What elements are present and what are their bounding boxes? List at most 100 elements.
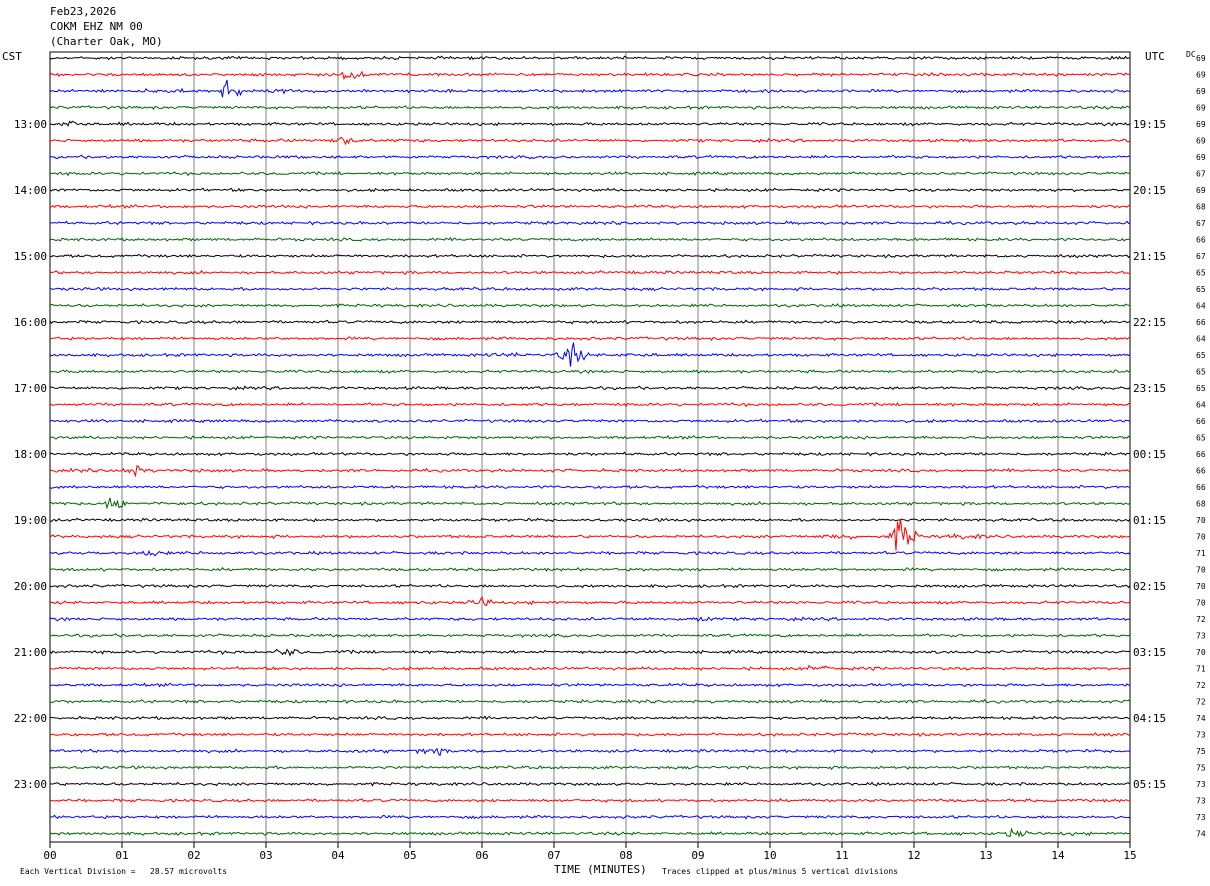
dc-offset-label: 73 <box>1196 813 1206 822</box>
seismic-trace <box>49 55 1131 61</box>
dc-offset-label: 73 <box>1196 797 1206 806</box>
x-tick-label: 13 <box>979 849 992 862</box>
dc-offset-label: 65 <box>1196 351 1206 360</box>
dc-offset-label: 73 <box>1196 632 1206 641</box>
dc-offset-label: 65 <box>1196 384 1206 393</box>
dc-offset-label: 69 <box>1196 104 1206 113</box>
seismic-trace <box>50 402 1131 408</box>
right-hour-label: 05:15 <box>1133 778 1166 791</box>
right-hour-label: 22:15 <box>1133 316 1166 329</box>
dc-offset-label: 74 <box>1196 714 1206 723</box>
seismic-trace <box>49 765 1131 771</box>
x-tick-label: 10 <box>763 849 776 862</box>
dc-offset-label: 67 <box>1196 219 1206 228</box>
dc-offset-label: 75 <box>1196 764 1206 773</box>
seismic-trace <box>50 120 1131 128</box>
left-hour-label: 17:00 <box>14 382 47 395</box>
dc-offset-label: 65 <box>1196 269 1206 278</box>
right-hour-label: 19:15 <box>1133 118 1166 131</box>
x-tick-label: 15 <box>1123 849 1136 862</box>
dc-offset-label: 66 <box>1196 318 1206 327</box>
dc-offset-label: 66 <box>1196 450 1206 459</box>
seismic-trace <box>49 253 1131 259</box>
clip-note: Traces clipped at plus/minus 5 vertical … <box>662 867 899 876</box>
seismic-trace <box>49 484 1131 490</box>
seismic-trace <box>49 236 1131 242</box>
dc-offset-label: 73 <box>1196 780 1206 789</box>
left-hour-label: 14:00 <box>14 184 47 197</box>
seismic-trace <box>49 336 1131 342</box>
seismic-trace <box>49 682 1131 688</box>
dc-offset-label: 70 <box>1196 599 1206 608</box>
seismic-trace <box>49 595 1131 607</box>
x-tick-label: 12 <box>907 849 920 862</box>
dc-offset-label: 69 <box>1196 153 1206 162</box>
dc-offset-label: 69 <box>1196 186 1206 195</box>
dc-column-label: DC <box>1186 50 1196 59</box>
seismic-trace <box>49 434 1131 440</box>
seismic-trace <box>49 105 1131 111</box>
x-tick-label: 03 <box>259 849 272 862</box>
vertical-scale-note: Each Vertical Division = 28.57 microvolt… <box>20 867 228 876</box>
left-hour-label: 13:00 <box>14 118 47 131</box>
dc-offset-label: 71 <box>1196 549 1206 558</box>
seismic-trace <box>49 616 1131 623</box>
left-hour-label: 16:00 <box>14 316 47 329</box>
seismic-trace <box>49 286 1131 292</box>
dc-offset-label: 74 <box>1196 830 1206 839</box>
seismic-trace <box>49 664 1131 672</box>
seismic-trace <box>49 154 1131 160</box>
seismic-trace <box>49 269 1131 275</box>
dc-offset-label: 68 <box>1196 203 1206 212</box>
seismic-trace <box>50 814 1131 820</box>
seismic-trace <box>49 827 1131 838</box>
right-hour-label: 04:15 <box>1133 712 1166 725</box>
left-hour-label: 15:00 <box>14 250 47 263</box>
x-tick-label: 06 <box>475 849 488 862</box>
left-hour-label: 20:00 <box>14 580 47 593</box>
seismic-trace <box>49 497 1131 510</box>
seismic-trace <box>49 451 1131 457</box>
x-tick-label: 09 <box>691 849 704 862</box>
dc-offset-label: 72 <box>1196 615 1206 624</box>
dc-offset-label: 70 <box>1196 582 1206 591</box>
seismic-trace <box>49 732 1131 738</box>
dc-offset-label: 72 <box>1196 681 1206 690</box>
seismic-trace <box>49 303 1131 309</box>
dc-offset-label: 66 <box>1196 417 1206 426</box>
x-axis-title: TIME (MINUTES) <box>554 863 647 876</box>
seismic-trace <box>49 648 1131 657</box>
station-code: COKM EHZ NM 00 <box>50 20 143 33</box>
dc-offset-label: 70 <box>1196 566 1206 575</box>
dc-offset-label: 67 <box>1196 252 1206 261</box>
dc-offset-label: 64 <box>1196 401 1206 410</box>
seismic-trace <box>49 79 1131 98</box>
seismic-trace <box>49 220 1131 226</box>
dc-offset-label: 69 <box>1196 120 1206 129</box>
seismic-trace <box>49 465 1131 478</box>
seismic-trace <box>49 549 1131 557</box>
seismic-trace <box>49 136 1131 146</box>
seismic-trace <box>49 517 1131 523</box>
x-tick-label: 11 <box>835 849 848 862</box>
x-tick-label: 04 <box>331 849 345 862</box>
left-hour-label: 21:00 <box>14 646 47 659</box>
right-hour-label: 20:15 <box>1133 184 1166 197</box>
x-tick-label: 07 <box>547 849 560 862</box>
dc-offset-label: 65 <box>1196 285 1206 294</box>
dc-offset-label: 64 <box>1196 302 1206 311</box>
dc-offset-label: 64 <box>1196 335 1206 344</box>
x-tick-label: 08 <box>619 849 632 862</box>
seismic-trace <box>49 319 1131 325</box>
seismic-trace <box>49 715 1131 721</box>
station-location: (Charter Oak, MO) <box>50 35 163 48</box>
dc-offset-label: 67 <box>1196 170 1206 179</box>
left-hour-label: 18:00 <box>14 448 47 461</box>
dc-offset-label: 72 <box>1196 698 1206 707</box>
right-hour-label: 00:15 <box>1133 448 1166 461</box>
dc-offset-label: 69 <box>1196 87 1206 96</box>
seismic-trace <box>49 698 1131 705</box>
dc-offset-label: 71 <box>1196 665 1206 674</box>
dc-offset-label: 65 <box>1196 434 1206 443</box>
x-tick-label: 02 <box>187 849 200 862</box>
